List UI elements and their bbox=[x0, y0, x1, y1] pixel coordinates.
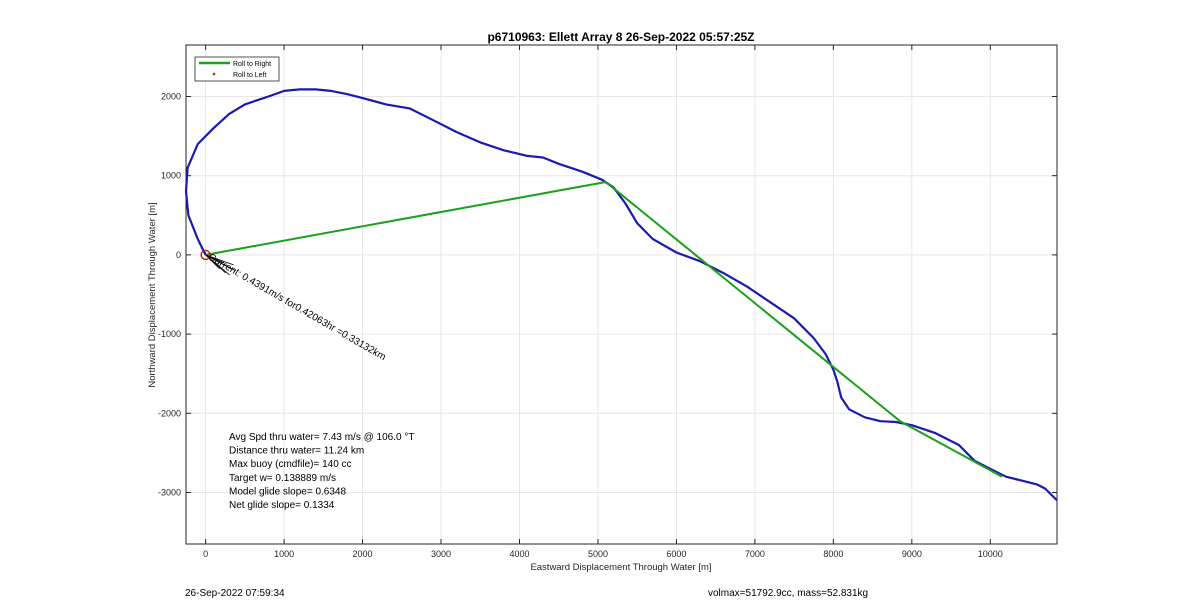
stats-line: Model glide slope= 0.6348 bbox=[229, 486, 346, 497]
y-tick-label: 0 bbox=[176, 250, 181, 260]
stats-line: Max buoy (cmdfile)= 140 cc bbox=[229, 459, 352, 470]
series-layer bbox=[184, 88, 1058, 502]
track-line bbox=[184, 88, 1058, 502]
x-tick-label: 3000 bbox=[431, 549, 451, 559]
axis-ticks: 0 1000 2000 3000 4000 5000 6000 7000 8000 9000 100… bbox=[158, 45, 1057, 559]
x-tick-label: 5000 bbox=[588, 549, 608, 559]
legend-label-roll-right: Roll to Right bbox=[233, 61, 271, 68]
x-tick-label: 1000 bbox=[274, 549, 294, 559]
legend: Roll to Right Roll to Left bbox=[194, 56, 280, 82]
x-tick-label: 6000 bbox=[666, 549, 686, 559]
y-tick-label: 1000 bbox=[161, 171, 181, 181]
current-vector bbox=[205, 254, 230, 276]
plot-area bbox=[185, 44, 1058, 545]
current-annotation: Current: 0.4391m/s for0.42063hr =0.33132… bbox=[206, 252, 387, 363]
x-tick-label: 0 bbox=[203, 549, 208, 559]
legend-box bbox=[194, 56, 280, 82]
chart-title: p6710963: Ellett Array 8 26-Sep-2022 05:… bbox=[487, 30, 754, 44]
start-marker bbox=[200, 249, 211, 261]
annotation-layer: Current: 0.4391m/s for0.42063hr =0.33132… bbox=[200, 249, 388, 363]
stats-line: Avg Spd thru water= 7.43 m/s @ 106.0 °T bbox=[229, 432, 414, 443]
stats-line: Target w= 0.138889 m/s bbox=[229, 473, 336, 484]
y-tick-label: -3000 bbox=[158, 488, 181, 498]
x-tick-label: 4000 bbox=[509, 549, 529, 559]
x-tick-label: 7000 bbox=[745, 549, 765, 559]
x-tick-label: 2000 bbox=[353, 549, 373, 559]
x-tick-label: 9000 bbox=[902, 549, 922, 559]
footer-timestamp: 26-Sep-2022 07:59:34 bbox=[185, 588, 285, 599]
y-tick-label: 2000 bbox=[161, 91, 181, 101]
stats-line: Net glide slope= 0.1334 bbox=[229, 500, 335, 511]
x-tick-label: 10000 bbox=[978, 549, 1003, 559]
y-axis-label: Northward Displacement Through Water [m] bbox=[147, 202, 158, 387]
y-tick-label: -1000 bbox=[158, 329, 181, 339]
stats-block: Avg Spd thru water= 7.43 m/s @ 106.0 °T D… bbox=[229, 432, 414, 511]
grid-lines bbox=[186, 45, 1057, 544]
x-tick-label: 8000 bbox=[823, 549, 843, 559]
x-axis-label: Eastward Displacement Through Water [m] bbox=[530, 562, 711, 573]
footer-info: volmax=51792.9cc, mass=52.831kg bbox=[708, 588, 869, 599]
y-tick-label: -2000 bbox=[158, 408, 181, 418]
legend-dot-roll-left bbox=[212, 72, 216, 76]
current-vector bbox=[205, 254, 236, 272]
stats-line: Distance thru water= 11.24 km bbox=[229, 446, 364, 457]
legend-label-roll-left: Roll to Left bbox=[233, 72, 267, 79]
roll-to-right-line bbox=[205, 181, 1003, 478]
